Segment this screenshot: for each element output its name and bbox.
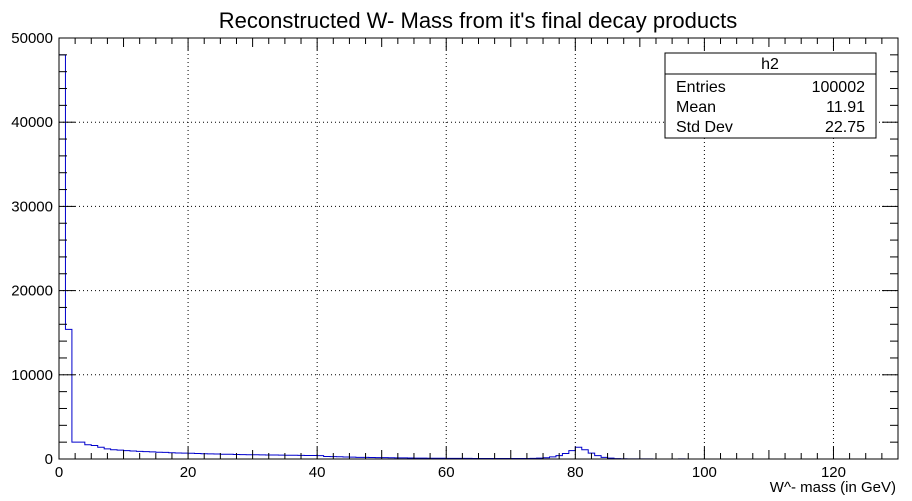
y-tick-label: 30000 <box>11 198 53 215</box>
x-tick-label: 60 <box>438 464 455 481</box>
x-tick-label: 100 <box>692 464 717 481</box>
stats-box: h2 Entries 100002 Mean 11.91 Std Dev 22.… <box>664 52 877 139</box>
x-axis: 0 20 40 60 80 100 120 <box>55 38 899 481</box>
x-tick-label: 0 <box>55 464 63 481</box>
stats-stddev-label: Std Dev <box>676 119 733 136</box>
stats-box-frame <box>664 52 877 139</box>
x-tick-label: 20 <box>180 464 197 481</box>
x-tick-label: 80 <box>567 464 584 481</box>
stats-mean-value: 11.91 <box>826 99 865 116</box>
x-tick-label: 40 <box>309 464 326 481</box>
histogram-series <box>58 54 705 460</box>
x-axis-label: W^- mass (in GeV) <box>770 479 896 496</box>
y-tick-label: 0 <box>45 451 53 468</box>
x-tick-label: 120 <box>821 464 846 481</box>
stats-histogram-name: h2 <box>761 56 779 73</box>
y-tick-label: 20000 <box>11 283 53 300</box>
stats-mean-label: Mean <box>676 99 716 116</box>
y-tick-label: 10000 <box>11 367 53 384</box>
y-tick-label: 50000 <box>11 30 53 47</box>
stats-stddev-value: 22.75 <box>825 119 865 136</box>
stats-entries-label: Entries <box>676 79 726 96</box>
y-tick-label: 40000 <box>11 114 53 131</box>
chart-title: Reconstructed W- Mass from it's final de… <box>219 8 738 33</box>
stats-entries-value: 100002 <box>812 79 865 96</box>
y-axis: 0 10000 20000 30000 40000 50000 <box>11 30 898 468</box>
